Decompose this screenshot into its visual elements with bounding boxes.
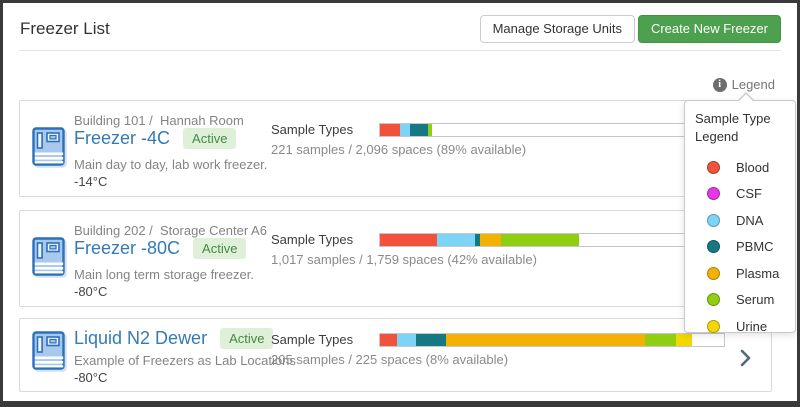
freezer-icon (32, 127, 65, 166)
header-buttons: Manage Storage Units Create New Freezer (479, 15, 781, 44)
sample-types-label: Sample Types (271, 332, 354, 347)
bar-segment-pbmc (410, 123, 428, 136)
legend-item-label: Serum (736, 292, 775, 308)
popup-caret-icon (737, 92, 755, 102)
bar-segment-plasma (446, 333, 645, 346)
freezer-location: Building 101 / Hannah Room (74, 113, 244, 128)
bar-segment-pbmc (475, 233, 480, 246)
create-new-freezer-button[interactable]: Create New Freezer (637, 15, 781, 44)
legend-item-label: CSF (736, 186, 762, 202)
freezer-name-link[interactable]: Liquid N2 Dewer (74, 328, 208, 348)
bar-segment-blood (380, 333, 397, 346)
legend-item: PBMC (695, 234, 795, 261)
legend-item: Urine (695, 313, 795, 340)
page-title: Freezer List (20, 19, 110, 38)
pbmc-color-dot (707, 240, 720, 254)
sample-types-bar (379, 332, 725, 347)
bar-segment-blood (380, 123, 400, 136)
freezer-card[interactable]: Building 202 / Storage Center A6 Freezer… (19, 210, 772, 307)
bar-segment-dna (397, 333, 416, 346)
plasma-color-dot (707, 266, 720, 280)
legend-item-label: Blood (736, 159, 770, 175)
capacity-text: 205 samples / 225 spaces (8% available) (271, 352, 509, 367)
header-divider (19, 50, 781, 51)
bar-segment-pbmc (416, 333, 446, 346)
legend-item-label: Urine (736, 318, 768, 334)
info-icon: i (712, 77, 727, 92)
bar-segment-dna (437, 233, 475, 246)
legend-link[interactable]: i Legend (712, 77, 775, 92)
sample-types-label: Sample Types (271, 232, 354, 247)
legend-item-label: PBMC (736, 239, 774, 255)
freezer-temperature: -80°C (74, 370, 108, 385)
freezer-location: Building 202 / Storage Center A6 (74, 223, 267, 238)
urine-color-dot (707, 319, 720, 333)
freezer-temperature: -80°C (74, 284, 108, 299)
capacity-text: 1,017 samples / 1,759 spaces (42% availa… (271, 252, 537, 267)
freezer-name-link[interactable]: Freezer -4C (74, 128, 171, 148)
freezer-icon (32, 331, 65, 370)
chevron-right-icon[interactable] (740, 349, 751, 367)
freezer-temperature: -14°C (74, 174, 108, 189)
bar-segment-plasma (480, 233, 501, 246)
legend-item: Plasma (695, 260, 795, 287)
serum-color-dot (707, 293, 720, 307)
legend-item: DNA (695, 207, 795, 234)
bar-segment-serum (428, 123, 432, 136)
bar-segment-serum (645, 333, 676, 346)
freezer-name-link[interactable]: Freezer -80C (74, 238, 181, 258)
csf-color-dot (707, 187, 720, 201)
sample-types-label: Sample Types (271, 122, 354, 137)
legend-item: CSF (695, 181, 795, 208)
sample-types-bar (379, 122, 725, 137)
freezer-description: Example of Freezers as Lab Locations (74, 353, 296, 368)
bar-segment-urine (676, 333, 692, 346)
status-badge: Active (193, 238, 247, 259)
dna-color-dot (707, 213, 720, 227)
bar-segment-dna (400, 123, 410, 136)
freezer-description: Main long term storage freezer. (74, 267, 254, 282)
manage-storage-units-button[interactable]: Manage Storage Units (479, 15, 635, 44)
sample-types-bar (379, 232, 725, 247)
legend-item: Blood (695, 154, 795, 181)
status-badge: Active (220, 328, 274, 349)
blood-color-dot (707, 160, 720, 174)
status-badge: Active (183, 128, 237, 149)
legend-item: Serum (695, 287, 795, 314)
freezer-card[interactable]: Liquid N2 Dewer Active Example of Freeze… (19, 318, 772, 392)
legend-item-label: DNA (736, 212, 764, 228)
bar-segment-blood (380, 233, 437, 246)
bar-segment-serum (501, 233, 579, 246)
legend-item-label: Plasma (736, 265, 780, 281)
legend-link-label: Legend (731, 77, 775, 92)
legend-popup-title: Sample Type Legend (695, 111, 771, 144)
freezer-description: Main day to day, lab work freezer. (74, 157, 268, 172)
legend-popup: Sample Type Legend Blood CSF DNA PBMC Pl… (684, 92, 796, 334)
freezer-icon (32, 237, 65, 276)
capacity-text: 221 samples / 2,096 spaces (89% availabl… (271, 142, 527, 157)
freezer-card[interactable]: Building 101 / Hannah Room Freezer -4C A… (19, 100, 772, 197)
